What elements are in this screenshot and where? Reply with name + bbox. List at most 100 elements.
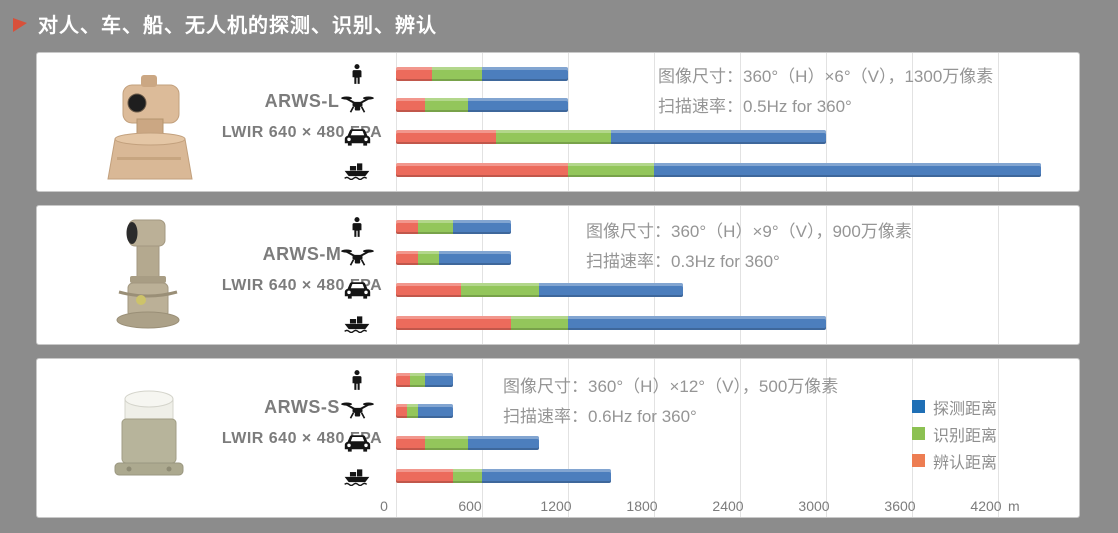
recognize-swatch (912, 427, 925, 440)
bar-person (396, 220, 511, 234)
identify-segment (396, 98, 425, 112)
axis-tick: 4200 (970, 498, 1002, 514)
gridline (654, 206, 655, 344)
recognize-segment (496, 130, 611, 144)
identify-segment (396, 130, 497, 144)
identify-segment (396, 316, 511, 330)
detect-swatch (912, 400, 925, 413)
identify-segment (396, 283, 461, 297)
gridline (396, 53, 397, 191)
distance-chart-arws-s (396, 359, 1080, 517)
legend-item-identify: 辨认距离 (912, 447, 997, 474)
sensor-spec: LWIR 640 × 480 FPA (221, 124, 383, 141)
gridline (826, 359, 827, 517)
drone-icon (338, 245, 376, 271)
model-name: ARWS-L (264, 91, 340, 111)
car-icon (338, 124, 376, 150)
panel-arws-m: ARWS-M LWIR 640 × 480 FPA 图像尺寸：360°（H）×9… (36, 205, 1080, 345)
detect-segment (539, 283, 683, 297)
scan-rate-spec: 扫描速率：0.5Hz for 360° (658, 97, 852, 116)
sensor-spec: LWIR 640 × 480 FPA (221, 430, 383, 447)
recognize-segment (510, 316, 568, 330)
slide-header: 对人、车、船、无人机的探测、识别、辨认 (0, 9, 1118, 43)
bar-vehicle (396, 283, 683, 297)
gridline (654, 53, 655, 191)
gridline (740, 206, 741, 344)
recognize-segment (424, 98, 468, 112)
target-icon-column (338, 53, 376, 191)
page-title: 对人、车、船、无人机的探测、识别、辨认 (38, 15, 437, 37)
scan-rate-spec: 扫描速率：0.3Hz for 360° (586, 252, 780, 271)
detect-segment (417, 404, 454, 418)
drone-icon (338, 92, 376, 118)
identify-segment (396, 436, 425, 450)
product-photo-arws-m (89, 214, 209, 343)
car-icon (338, 277, 376, 303)
recognize-segment (424, 436, 468, 450)
gridline (998, 359, 999, 517)
person-icon (338, 367, 376, 393)
identify-segment (396, 469, 454, 483)
person-icon (338, 214, 376, 240)
bar-boat (396, 316, 826, 330)
gridline (998, 206, 999, 344)
gridline (998, 53, 999, 191)
detect-segment (453, 220, 511, 234)
gridline (912, 53, 913, 191)
distance-chart-arws-m (396, 206, 1080, 344)
gridline (396, 206, 397, 344)
recognize-segment (453, 469, 482, 483)
identify-segment (396, 251, 418, 265)
recognize-segment (460, 283, 540, 297)
axis-tick: 3000 (798, 498, 830, 514)
identify-segment (396, 220, 418, 234)
recognize-segment (431, 67, 482, 81)
sensor-spec: LWIR 640 × 480 FPA (221, 277, 383, 294)
arrow-right-icon (13, 16, 27, 32)
recognize-segment (417, 251, 439, 265)
detect-segment (654, 163, 1041, 177)
drone-icon (338, 398, 376, 424)
boat-icon (338, 463, 376, 489)
gridline (568, 359, 569, 517)
gridline (482, 53, 483, 191)
x-axis: 0 600 1200 1800 2400 3000 3600 4200 m (380, 496, 1080, 518)
legend-label: 辨认距离 (933, 454, 998, 472)
axis-tick: 1800 (626, 498, 658, 514)
product-photo-arws-s (99, 385, 199, 488)
detect-segment (467, 98, 568, 112)
legend-label: 探测距离 (933, 400, 998, 418)
axis-tick: 600 (458, 498, 482, 514)
distance-chart-arws-l (396, 53, 1080, 191)
gridline (568, 206, 569, 344)
bar-boat (396, 163, 1041, 177)
bar-person (396, 67, 568, 81)
panel-arws-l: ARWS-L LWIR 640 × 480 FPA 图像尺寸：360°（H）×6… (36, 52, 1080, 192)
recognize-segment (568, 163, 654, 177)
gridline (826, 206, 827, 344)
gridline (740, 53, 741, 191)
gridline (740, 359, 741, 517)
identify-swatch (912, 454, 925, 467)
bar-boat (396, 469, 611, 483)
panel-arws-s: ARWS-S LWIR 640 × 480 FPA 图像尺寸：360°（H）×1… (36, 358, 1080, 518)
person-icon (338, 61, 376, 87)
identify-segment (396, 67, 432, 81)
detect-segment (439, 251, 511, 265)
target-icon-column (338, 206, 376, 344)
gridline (482, 206, 483, 344)
axis-tick: 2400 (712, 498, 744, 514)
bar-drone (396, 98, 568, 112)
identify-segment (396, 373, 411, 387)
image-size-spec: 图像尺寸：360°（H）×12°（V），500万像素 (503, 377, 839, 396)
detect-segment (481, 67, 568, 81)
legend-item-detect: 探测距离 (912, 393, 997, 420)
detect-segment (567, 316, 826, 330)
gridline (568, 53, 569, 191)
bar-vehicle (396, 130, 826, 144)
gridline (912, 206, 913, 344)
chart-legend: 探测距离 识别距离 辨认距离 (912, 393, 997, 474)
image-size-spec: 图像尺寸：360°（H）×6°（V），1300万像素 (658, 67, 994, 86)
recognize-segment (417, 220, 454, 234)
legend-item-recognize: 识别距离 (912, 420, 997, 447)
